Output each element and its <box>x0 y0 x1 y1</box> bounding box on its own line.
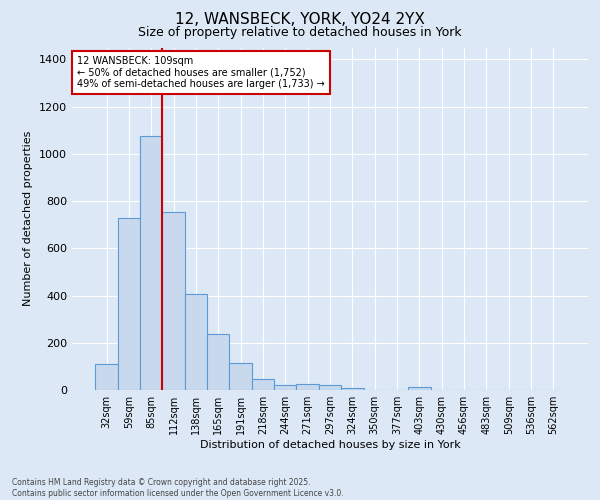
Bar <box>319 386 341 390</box>
Bar <box>95 364 118 390</box>
X-axis label: Distribution of detached houses by size in York: Distribution of detached houses by size … <box>200 440 460 450</box>
Bar <box>408 387 431 390</box>
Bar <box>140 136 163 390</box>
Y-axis label: Number of detached properties: Number of detached properties <box>23 131 34 306</box>
Bar <box>274 386 296 390</box>
Text: 12 WANSBECK: 109sqm
← 50% of detached houses are smaller (1,752)
49% of semi-det: 12 WANSBECK: 109sqm ← 50% of detached ho… <box>77 56 325 90</box>
Bar <box>296 384 319 390</box>
Text: 12, WANSBECK, YORK, YO24 2YX: 12, WANSBECK, YORK, YO24 2YX <box>175 12 425 28</box>
Bar <box>118 218 140 390</box>
Bar <box>252 378 274 390</box>
Bar <box>341 388 364 390</box>
Text: Size of property relative to detached houses in York: Size of property relative to detached ho… <box>138 26 462 39</box>
Bar <box>207 334 229 390</box>
Bar <box>229 363 252 390</box>
Text: Contains HM Land Registry data © Crown copyright and database right 2025.
Contai: Contains HM Land Registry data © Crown c… <box>12 478 344 498</box>
Bar <box>185 294 207 390</box>
Bar <box>163 212 185 390</box>
